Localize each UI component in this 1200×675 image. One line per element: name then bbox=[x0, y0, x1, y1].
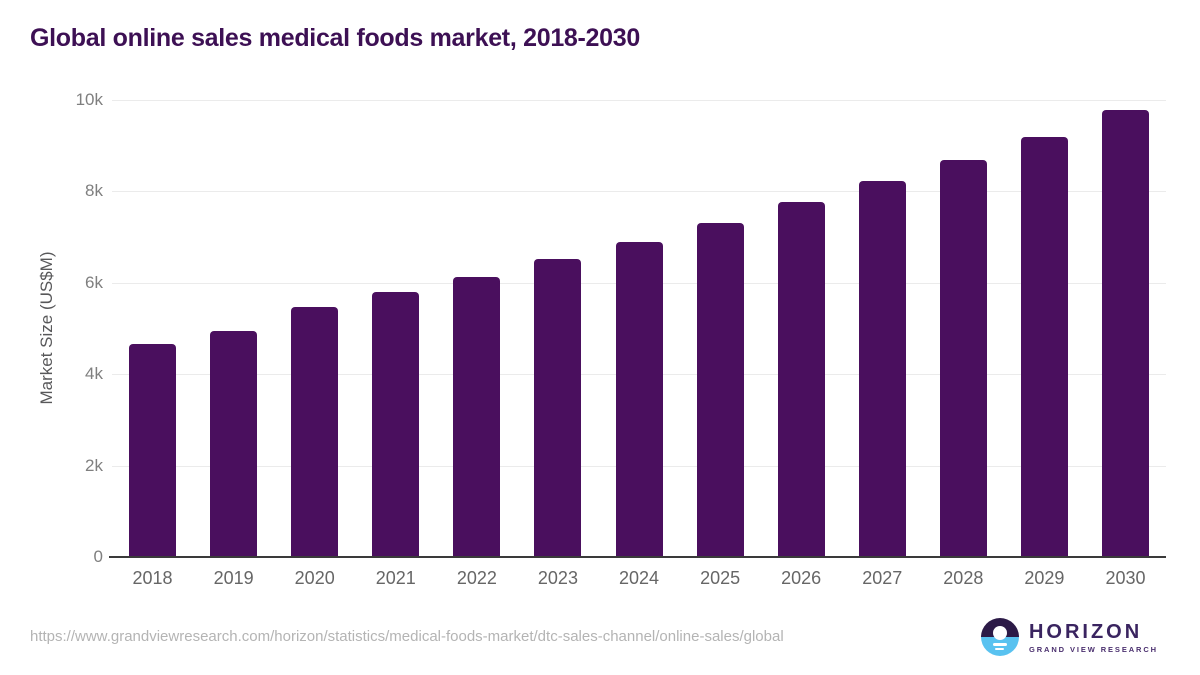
y-axis-tick-labels: 10k 8k 6k 4k 2k 0 bbox=[0, 90, 103, 566]
x-label-2027: 2027 bbox=[862, 568, 903, 588]
x-label-2024: 2024 bbox=[618, 568, 660, 588]
bar-slot-2028 bbox=[923, 100, 1004, 557]
wave-line-icon bbox=[995, 647, 1005, 650]
y-tick-10k: 10k bbox=[75, 90, 103, 109]
logo-name: HORIZON bbox=[1028, 620, 1143, 643]
bar-2025[interactable] bbox=[696, 222, 744, 557]
y-tick-6k: 6k bbox=[85, 272, 103, 292]
bar-2028[interactable] bbox=[939, 159, 987, 557]
x-label-2029: 2029 bbox=[1024, 568, 1065, 588]
bars-row bbox=[112, 100, 1166, 557]
x-label-2018: 2018 bbox=[132, 568, 173, 588]
bar-slot-2026 bbox=[761, 100, 842, 557]
bar-slot-2025 bbox=[680, 100, 761, 557]
bar-2023[interactable] bbox=[534, 259, 582, 557]
bar-slot-2022 bbox=[436, 100, 517, 557]
bar-2020[interactable] bbox=[291, 307, 339, 557]
x-label-2019: 2019 bbox=[213, 568, 254, 588]
bar-2026[interactable] bbox=[777, 201, 825, 557]
chart-title: Global online sales medical foods market… bbox=[30, 24, 640, 52]
logo-subtitle: GRAND VIEW RESEARCH bbox=[1028, 644, 1158, 654]
bar-2022[interactable] bbox=[453, 276, 501, 557]
horizon-logo[interactable]: HORIZON GRAND VIEW RESEARCH bbox=[980, 618, 1158, 656]
gridline-10k bbox=[112, 100, 1166, 101]
x-axis-line bbox=[109, 556, 1166, 558]
x-label-2026: 2026 bbox=[781, 568, 822, 588]
horizon-logo-icon bbox=[980, 618, 1019, 656]
x-label-2025: 2025 bbox=[700, 568, 741, 588]
bar-slot-2030 bbox=[1085, 100, 1166, 557]
x-axis-labels: 2018 2019 2020 2021 2022 2023 2024 2025 2026 2027… bbox=[112, 568, 1166, 594]
logo-text-block: HORIZON GRAND VIEW RESEARCH bbox=[1029, 621, 1158, 654]
bar-2021[interactable] bbox=[372, 292, 420, 557]
bar-2029[interactable] bbox=[1020, 137, 1068, 557]
y-tick-0: 0 bbox=[93, 547, 103, 566]
bar-2030[interactable] bbox=[1101, 110, 1149, 557]
y-tick-8k: 8k bbox=[85, 181, 103, 201]
bar-2027[interactable] bbox=[858, 180, 906, 557]
x-label-2030: 2030 bbox=[1105, 568, 1146, 588]
source-url: https://www.grandviewresearch.com/horizo… bbox=[30, 628, 784, 645]
bar-slot-2029 bbox=[1004, 100, 1085, 557]
x-label-2020: 2020 bbox=[294, 568, 335, 588]
bar-slot-2019 bbox=[193, 100, 274, 557]
bar-2019[interactable] bbox=[210, 330, 258, 557]
y-tick-2k: 2k bbox=[85, 455, 103, 475]
wave-line-icon bbox=[992, 643, 1007, 646]
bar-slot-2021 bbox=[355, 100, 436, 557]
x-label-2028: 2028 bbox=[943, 568, 984, 588]
y-tick-4k: 4k bbox=[85, 364, 103, 384]
bar-slot-2018 bbox=[112, 100, 193, 557]
bar-slot-2027 bbox=[842, 100, 923, 557]
plot-area bbox=[109, 100, 1166, 558]
sun-circle-icon bbox=[992, 626, 1007, 640]
bar-slot-2024 bbox=[598, 100, 679, 557]
x-label-2022: 2022 bbox=[456, 568, 497, 588]
x-label-2023: 2023 bbox=[537, 568, 578, 588]
x-label-2021: 2021 bbox=[375, 568, 416, 588]
bar-2024[interactable] bbox=[615, 241, 663, 557]
bar-2018[interactable] bbox=[129, 344, 177, 557]
bar-slot-2020 bbox=[274, 100, 355, 557]
gridline-8k bbox=[112, 191, 1166, 193]
bar-slot-2023 bbox=[517, 100, 598, 557]
